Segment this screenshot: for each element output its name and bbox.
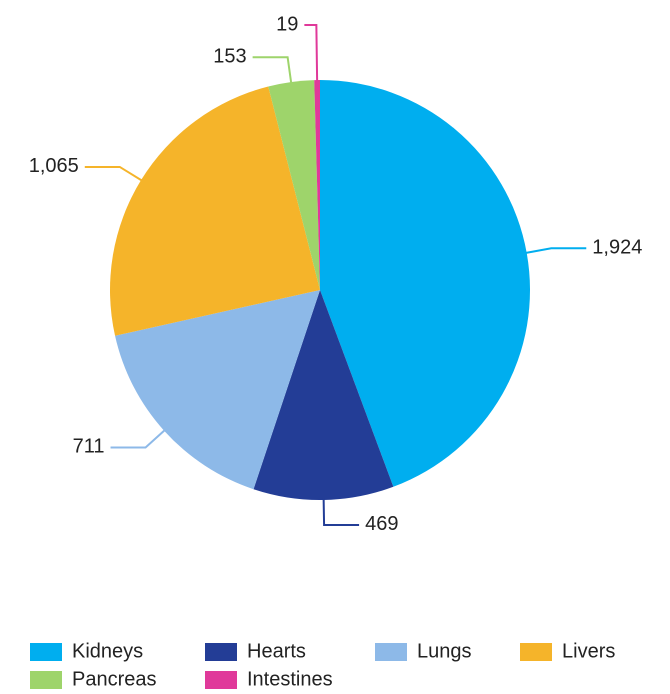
- data-label: 19: [276, 13, 298, 35]
- pie-slice: [268, 80, 320, 290]
- leader-line: [252, 56, 293, 85]
- legend-swatch: [375, 643, 407, 661]
- leader-line: [110, 428, 167, 449]
- leader-line: [322, 497, 360, 526]
- legend-label: Livers: [562, 640, 615, 662]
- leader-line: [304, 24, 319, 83]
- data-label: 469: [365, 513, 398, 535]
- data-label: 1,065: [29, 155, 79, 177]
- data-label: 1,924: [592, 237, 642, 259]
- legend-swatch: [205, 671, 237, 689]
- legend-label: Intestines: [247, 668, 333, 690]
- leader-line: [524, 247, 587, 255]
- data-label: 711: [73, 436, 105, 458]
- legend-swatch: [520, 643, 552, 661]
- legend-label: Kidneys: [72, 640, 143, 662]
- pie-slice: [109, 86, 320, 336]
- legend-swatch: [30, 671, 62, 689]
- legend-swatch: [205, 643, 237, 661]
- pie-slice: [253, 290, 394, 500]
- leader-line: [84, 165, 144, 182]
- data-label: 153: [213, 46, 246, 68]
- legend-label: Lungs: [417, 640, 472, 662]
- pie-slice: [314, 80, 320, 290]
- legend-label: Hearts: [247, 640, 306, 662]
- pie-slice: [115, 290, 320, 490]
- legend-swatch: [30, 643, 62, 661]
- legend-label: Pancreas: [72, 668, 157, 690]
- pie-slice: [320, 80, 530, 487]
